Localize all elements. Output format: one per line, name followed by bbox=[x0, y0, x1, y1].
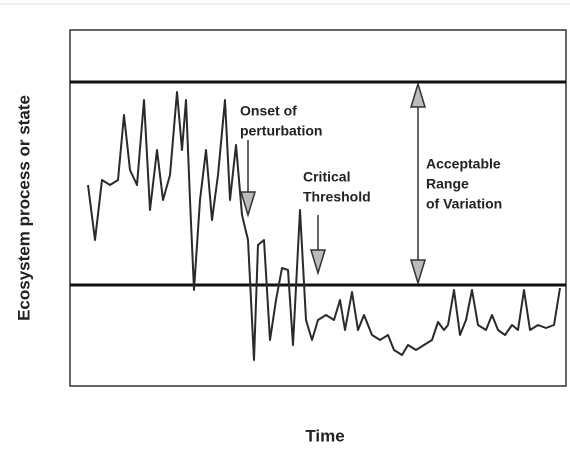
y-axis-label: Ecosystem process or state bbox=[14, 95, 33, 321]
annotation: Range bbox=[426, 176, 469, 192]
x-axis-label: Time bbox=[305, 426, 344, 445]
arrow-head bbox=[409, 259, 427, 286]
annotation: Acceptable bbox=[426, 156, 501, 172]
arrow-head bbox=[409, 81, 427, 108]
annotation: perturbation bbox=[240, 123, 322, 139]
annotation: Threshold bbox=[303, 189, 371, 205]
data-line bbox=[87, 91, 561, 361]
annotation: Onset of bbox=[240, 103, 297, 119]
arrow-head bbox=[239, 191, 257, 218]
arrows bbox=[239, 81, 427, 286]
plot-frame bbox=[69, 29, 567, 387]
arrow-head bbox=[309, 249, 327, 276]
annotation: of Variation bbox=[426, 196, 502, 212]
annotation: Critical bbox=[303, 169, 350, 185]
